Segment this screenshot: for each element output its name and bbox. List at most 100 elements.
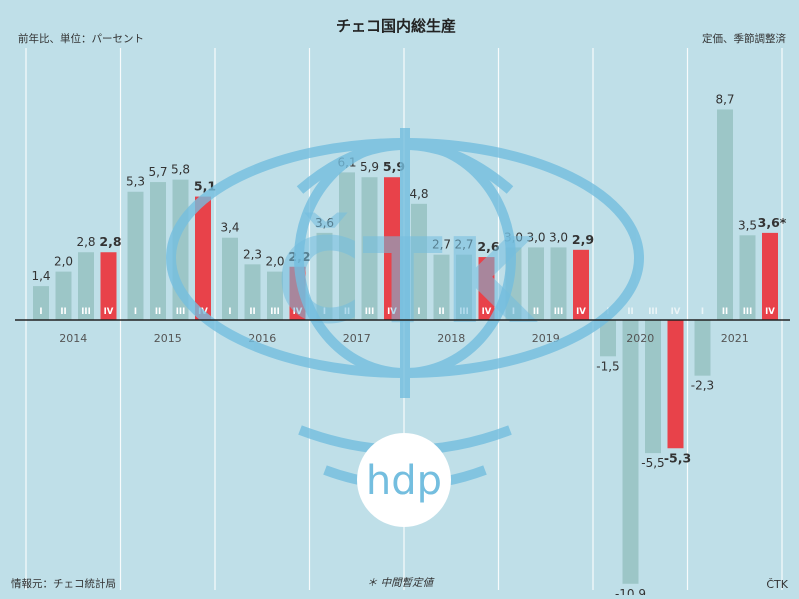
value-label: 5,9 — [383, 159, 405, 174]
bar-2015-q4 — [195, 196, 211, 320]
quarter-label: IV — [104, 307, 114, 317]
quarter-label: II — [155, 307, 161, 317]
quarter-label: IV — [387, 307, 397, 317]
price-note: 定価、季節調整済 — [702, 32, 786, 45]
quarter-label: II — [438, 307, 444, 317]
value-label: 3,0 — [526, 230, 545, 244]
hdp-badge — [357, 433, 451, 527]
bar-2019-q4 — [573, 249, 589, 320]
bar-2016-q2 — [244, 264, 261, 320]
value-label: 2,0 — [54, 255, 73, 269]
quarter-label: III — [365, 307, 375, 317]
quarter-label: II — [533, 307, 539, 317]
year-label: 2018 — [437, 332, 465, 345]
value-label: 3,4 — [220, 221, 239, 235]
value-label: 2,6 — [477, 239, 499, 254]
value-label: 5,7 — [148, 165, 167, 179]
bar-2020-q1 — [600, 320, 616, 357]
bar-2020-q3 — [645, 320, 661, 454]
quarter-label: I — [417, 307, 420, 317]
quarter-label: IV — [293, 307, 303, 317]
quarter-label: IV — [671, 307, 681, 317]
quarter-label: III — [270, 307, 280, 317]
quarter-label: II — [722, 307, 728, 317]
quarter-label: III — [648, 307, 658, 317]
quarter-label: I — [134, 307, 137, 317]
quarter-label: II — [344, 307, 350, 317]
quarter-label: I — [228, 307, 231, 317]
bar-2017-q1 — [316, 232, 333, 320]
value-label: -5,3 — [664, 450, 691, 465]
quarter-label: III — [459, 307, 469, 317]
year-label: 2020 — [626, 332, 654, 345]
value-label: 2,3 — [243, 247, 262, 261]
value-label: 1,4 — [31, 269, 50, 283]
value-label: 4,8 — [409, 187, 428, 201]
value-label: 2,7 — [432, 238, 451, 252]
bar-2020-q4 — [667, 320, 684, 449]
quarter-label: I — [323, 307, 326, 317]
quarter-label: III — [554, 307, 564, 317]
quarter-label: III — [743, 307, 753, 317]
bar-2017-q2 — [339, 172, 355, 320]
year-label: 2014 — [59, 332, 87, 345]
bar-2015-q1 — [127, 191, 144, 320]
value-label: -5,5 — [641, 456, 664, 470]
bar-2019-q2 — [528, 247, 544, 320]
bar-2018-q3 — [456, 254, 472, 320]
value-label: 8,7 — [715, 92, 734, 106]
value-label: 2,0 — [265, 255, 284, 269]
bar-2020-q2 — [622, 320, 639, 584]
value-label: 2,7 — [454, 238, 473, 252]
year-label: 2019 — [532, 332, 560, 345]
chart-title: チェコ国内総生産 — [336, 17, 456, 35]
quarter-label: II — [627, 307, 633, 317]
quarter-label: III — [176, 307, 186, 317]
hdp-badge-text: hdp — [366, 458, 442, 504]
watermark-text: ČTK — [276, 212, 539, 350]
bar-2016-q1 — [222, 237, 238, 320]
value-label: 3,6 — [315, 216, 334, 230]
year-label: 2021 — [721, 332, 749, 345]
bar-2014-q4 — [100, 252, 117, 320]
bar-2019-q3 — [550, 247, 567, 320]
value-label: 5,9 — [360, 160, 379, 174]
bar-2021-q4 — [762, 232, 778, 320]
bar-2017-q3 — [361, 177, 378, 320]
value-label: 2,9 — [572, 232, 594, 247]
bar-2021-q3 — [739, 235, 756, 320]
labels-layer: 2014I1,4II2,0III2,8IV2,82015I5,3II5,7III… — [31, 92, 786, 599]
year-label: 2015 — [154, 332, 182, 345]
source-note: 情報元：チェコ統計局 — [11, 577, 116, 590]
value-label: 3,5 — [738, 218, 757, 232]
quarter-label: II — [60, 307, 66, 317]
value-label: -10,9 — [615, 587, 646, 595]
unit-note: 前年比、単位：パーセント — [18, 32, 144, 45]
quarter-label: IV — [576, 307, 586, 317]
bar-2014-q3 — [78, 252, 94, 320]
bar-2021-q2 — [717, 109, 733, 321]
value-label: 2,8 — [76, 235, 95, 249]
quarter-label: I — [512, 307, 515, 317]
bar-2018-q1 — [411, 203, 427, 320]
value-label: -1,5 — [596, 359, 619, 373]
globe-top-arc-icon — [296, 140, 514, 194]
bar-2016-q3 — [267, 271, 283, 320]
quarter-label: II — [249, 307, 255, 317]
value-label: -2,3 — [691, 379, 714, 393]
bar-2018-q4 — [478, 257, 495, 320]
bar-2018-q2 — [433, 254, 450, 320]
quarter-label: IV — [765, 307, 775, 317]
credit-text: ČTK — [766, 578, 788, 591]
footnote: ＊ 中間暫定値 — [367, 577, 435, 589]
value-label: 3,0 — [549, 230, 568, 244]
bar-2021-q1 — [694, 320, 711, 376]
quarter-label: I — [701, 307, 704, 317]
quarter-label: I — [39, 307, 42, 317]
quarter-label: III — [81, 307, 91, 317]
bar-2014-q2 — [55, 271, 72, 320]
value-label: 2,8 — [99, 234, 121, 249]
value-label: 5,3 — [126, 175, 145, 189]
bar-2015-q2 — [150, 182, 166, 320]
